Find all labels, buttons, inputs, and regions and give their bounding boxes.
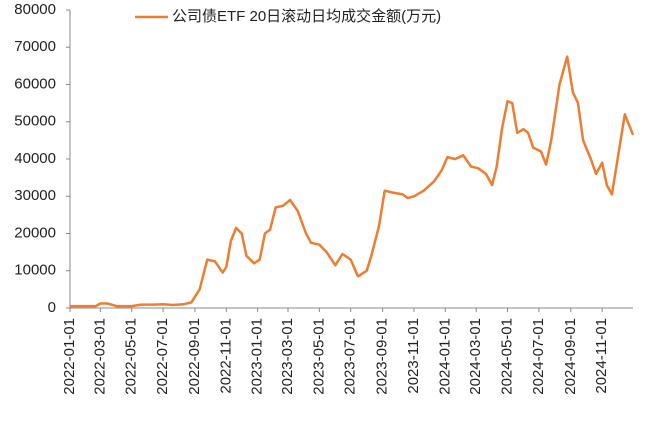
x-tick-label: 2024-09-01 [562,318,579,395]
y-tick-label: 30000 [14,187,56,204]
line [70,55,635,308]
y-tick-label: 40000 [14,150,56,167]
x-tick-label: 2022-05-01 [123,318,140,395]
y-tick-label: 50000 [14,113,56,130]
x-tick-label: 2024-07-01 [530,318,547,395]
y-tick-label: 60000 [14,75,56,92]
x-tick-label: 2022-03-01 [91,318,108,395]
x-tick-label: 2023-03-01 [279,318,296,395]
x-tick-label: 2023-01-01 [249,318,266,395]
x-tick-label: 2022-01-01 [61,318,78,395]
x-tick-label: 2022-07-01 [154,318,171,395]
x-tick-label: 2022-09-01 [186,318,203,395]
y-tick-label: 0 [48,299,56,316]
y-tick-label: 70000 [14,38,56,55]
x-tick-label: 2023-05-01 [310,318,327,395]
x-tick-label: 2023-09-01 [374,318,391,395]
x-tick-label: 2023-11-01 [405,318,422,394]
x-tick-label: 2024-01-01 [436,318,453,395]
x-tick-label: 2024-05-01 [499,318,516,395]
x-tick-label: 2024-03-01 [467,318,484,395]
y-tick-label: 20000 [14,224,56,241]
y-tick-label: 80000 [14,1,56,18]
legend-label: 公司债ETF 20日滚动日均成交金额(万元) [172,7,441,25]
y-tick-label: 10000 [14,262,56,279]
x-tick-label: 2022-11-01 [217,318,234,394]
x-tick-label: 2024-11-01 [593,318,610,394]
x-tick-label: 2023-07-01 [342,318,359,395]
